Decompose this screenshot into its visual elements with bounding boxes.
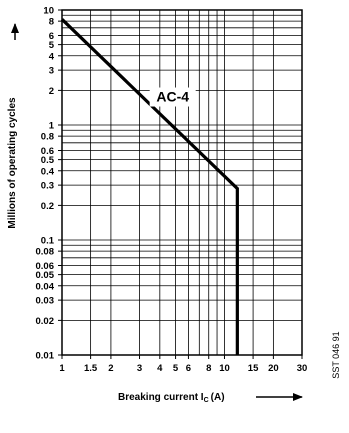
series-layer	[60, 18, 239, 355]
x-axis-label-unit: (A)	[211, 392, 225, 403]
x-tick-label: 10	[219, 363, 230, 374]
figure-code: SST 046 91	[331, 331, 341, 378]
y-tick-label: 0.4	[41, 166, 55, 177]
y-tick-label: 8	[49, 17, 54, 28]
x-tick-label: 15	[248, 363, 259, 374]
x-tick-label: 1	[59, 363, 65, 374]
x-axis-label-subscript: C	[204, 397, 209, 404]
curve-label-background	[149, 87, 196, 107]
y-tick-labels: 0.01 0.02 0.03 0.040.050.06 0.080.1 0.2 0.3 0.4…	[36, 6, 62, 362]
y-tick-label: 0.01	[36, 351, 55, 362]
y-tick-label: 0.06	[36, 261, 55, 272]
y-tick-label: 4	[49, 51, 55, 62]
y-tick-label: 6	[49, 31, 54, 42]
y-tick-label: 2	[49, 86, 54, 97]
y-tick-label: 0.3	[41, 181, 54, 192]
grid	[61, 9, 303, 356]
x-tick-label: 2	[108, 363, 113, 374]
y-tick-label: 0.2	[41, 201, 54, 212]
plot-frame	[61, 9, 303, 356]
x-tick-label: 8	[206, 363, 211, 374]
x-tick-label: 30	[297, 363, 308, 374]
x-axis-label-main: Breaking current I	[118, 392, 204, 403]
x-tick-label: 6	[186, 363, 191, 374]
x-axis-label: Breaking current IC (A)	[118, 392, 225, 404]
y-tick-label: 10	[43, 6, 54, 17]
y-tick-label: 0.6	[41, 146, 54, 157]
y-tick-label: 3	[49, 66, 54, 77]
y-axis-label: Millions of operating cycles	[7, 97, 18, 229]
y-tick-label: 0.04	[36, 281, 55, 292]
y-tick-label: 0.05	[36, 270, 55, 281]
x-tick-label: 20	[268, 363, 279, 374]
x-tick-labels: 1 1.5 2 3 4 5 6 8 10 15 20 30	[59, 355, 307, 374]
y-tick-label: 0.8	[41, 132, 54, 143]
y-tick-label: 5	[49, 40, 55, 51]
y-tick-label: 1	[49, 121, 55, 132]
y-tick-label: 0.03	[36, 296, 55, 307]
series-line-ac4	[60, 18, 239, 355]
x-tick-label: 1.5	[84, 363, 98, 374]
y-tick-label: 0.1	[41, 236, 55, 247]
y-tick-label: 0.02	[36, 316, 55, 327]
annotation-layer: AC-4	[149, 87, 196, 107]
y-tick-label: 0.5	[41, 155, 55, 166]
y-tick-label: 0.08	[36, 247, 55, 258]
x-tick-label: 4	[157, 363, 163, 374]
x-tick-label: 5	[173, 363, 179, 374]
x-tick-label: 3	[137, 363, 142, 374]
curve-label: AC-4	[156, 89, 189, 105]
